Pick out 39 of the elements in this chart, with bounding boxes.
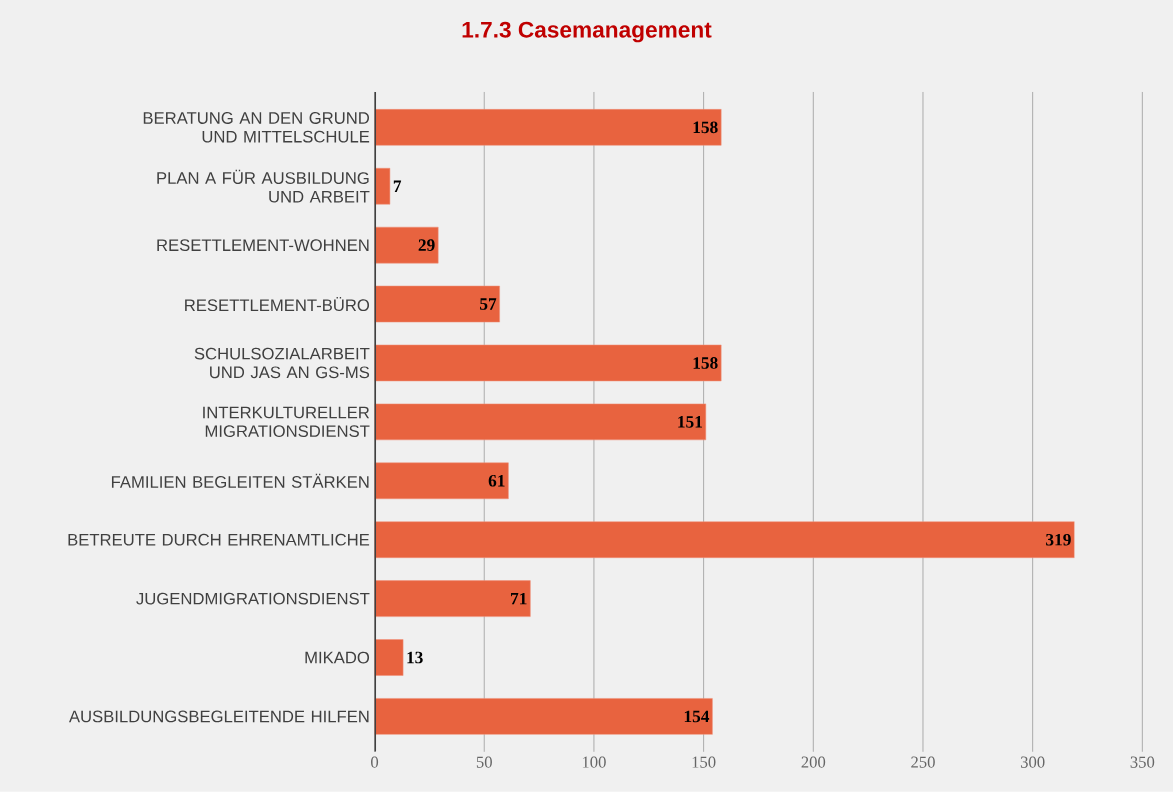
y-tick-label: MIKADO [305, 651, 370, 664]
y-tick-label: BETREUTE DURCH EHRENAMTLICHE [68, 533, 370, 546]
x-tick-label: 300 [1020, 756, 1045, 768]
x-tick-label: 350 [1130, 756, 1155, 768]
data-label: 71 [511, 593, 527, 605]
data-label: 158 [693, 121, 718, 134]
y-tick-label: INTERKULTURELLER MIGRATIONSDIENST [203, 406, 370, 438]
x-tick-label: 0 [371, 756, 379, 768]
bar [374, 344, 722, 382]
y-tick-label: BERATUNG AN DEN GRUND UND MITTELSCHULE [143, 112, 370, 143]
data-label: 29 [418, 239, 435, 252]
bar [374, 580, 531, 617]
y-tick-label: SCHULSOZIALARBEIT UND JAS AN GS-MS [194, 347, 370, 379]
y-tick-label: JUGENDMIGRATIONSDIENST [136, 592, 370, 605]
chart-title: 1.7.3 Casemanagement [462, 21, 712, 43]
data-label: 61 [488, 475, 505, 487]
bar [374, 521, 1075, 559]
data-label: 151 [678, 416, 702, 428]
bar [374, 403, 707, 441]
y-tick-label: RESETTLEMENT-BÜRO [185, 297, 370, 312]
y-tick-label: AUSBILDUNGSBEGLEITENDE HILFEN [68, 710, 369, 723]
data-label: 319 [1046, 533, 1071, 546]
y-tick-label: RESETTLEMENT-WOHNEN [157, 239, 369, 252]
x-tick-label: 250 [911, 756, 935, 768]
data-label: 57 [480, 298, 497, 310]
bar [374, 698, 713, 735]
data-label: 154 [684, 710, 710, 723]
x-tick-label: 50 [476, 756, 492, 768]
y-tick-label: FAMILIEN BEGLEITEN STÄRKEN [111, 473, 369, 488]
x-tick-label: 100 [582, 756, 606, 768]
bar [374, 109, 722, 146]
x-tick-label: 200 [801, 756, 826, 768]
bar [374, 462, 509, 500]
y-tick-label: PLAN A FÜR AUSBILDUNG UND ARBEIT [157, 169, 370, 203]
data-label: 13 [407, 651, 423, 664]
x-tick-label: 150 [692, 756, 716, 768]
bar [374, 285, 500, 323]
data-label: 7 [393, 180, 402, 193]
data-label: 158 [693, 357, 718, 369]
